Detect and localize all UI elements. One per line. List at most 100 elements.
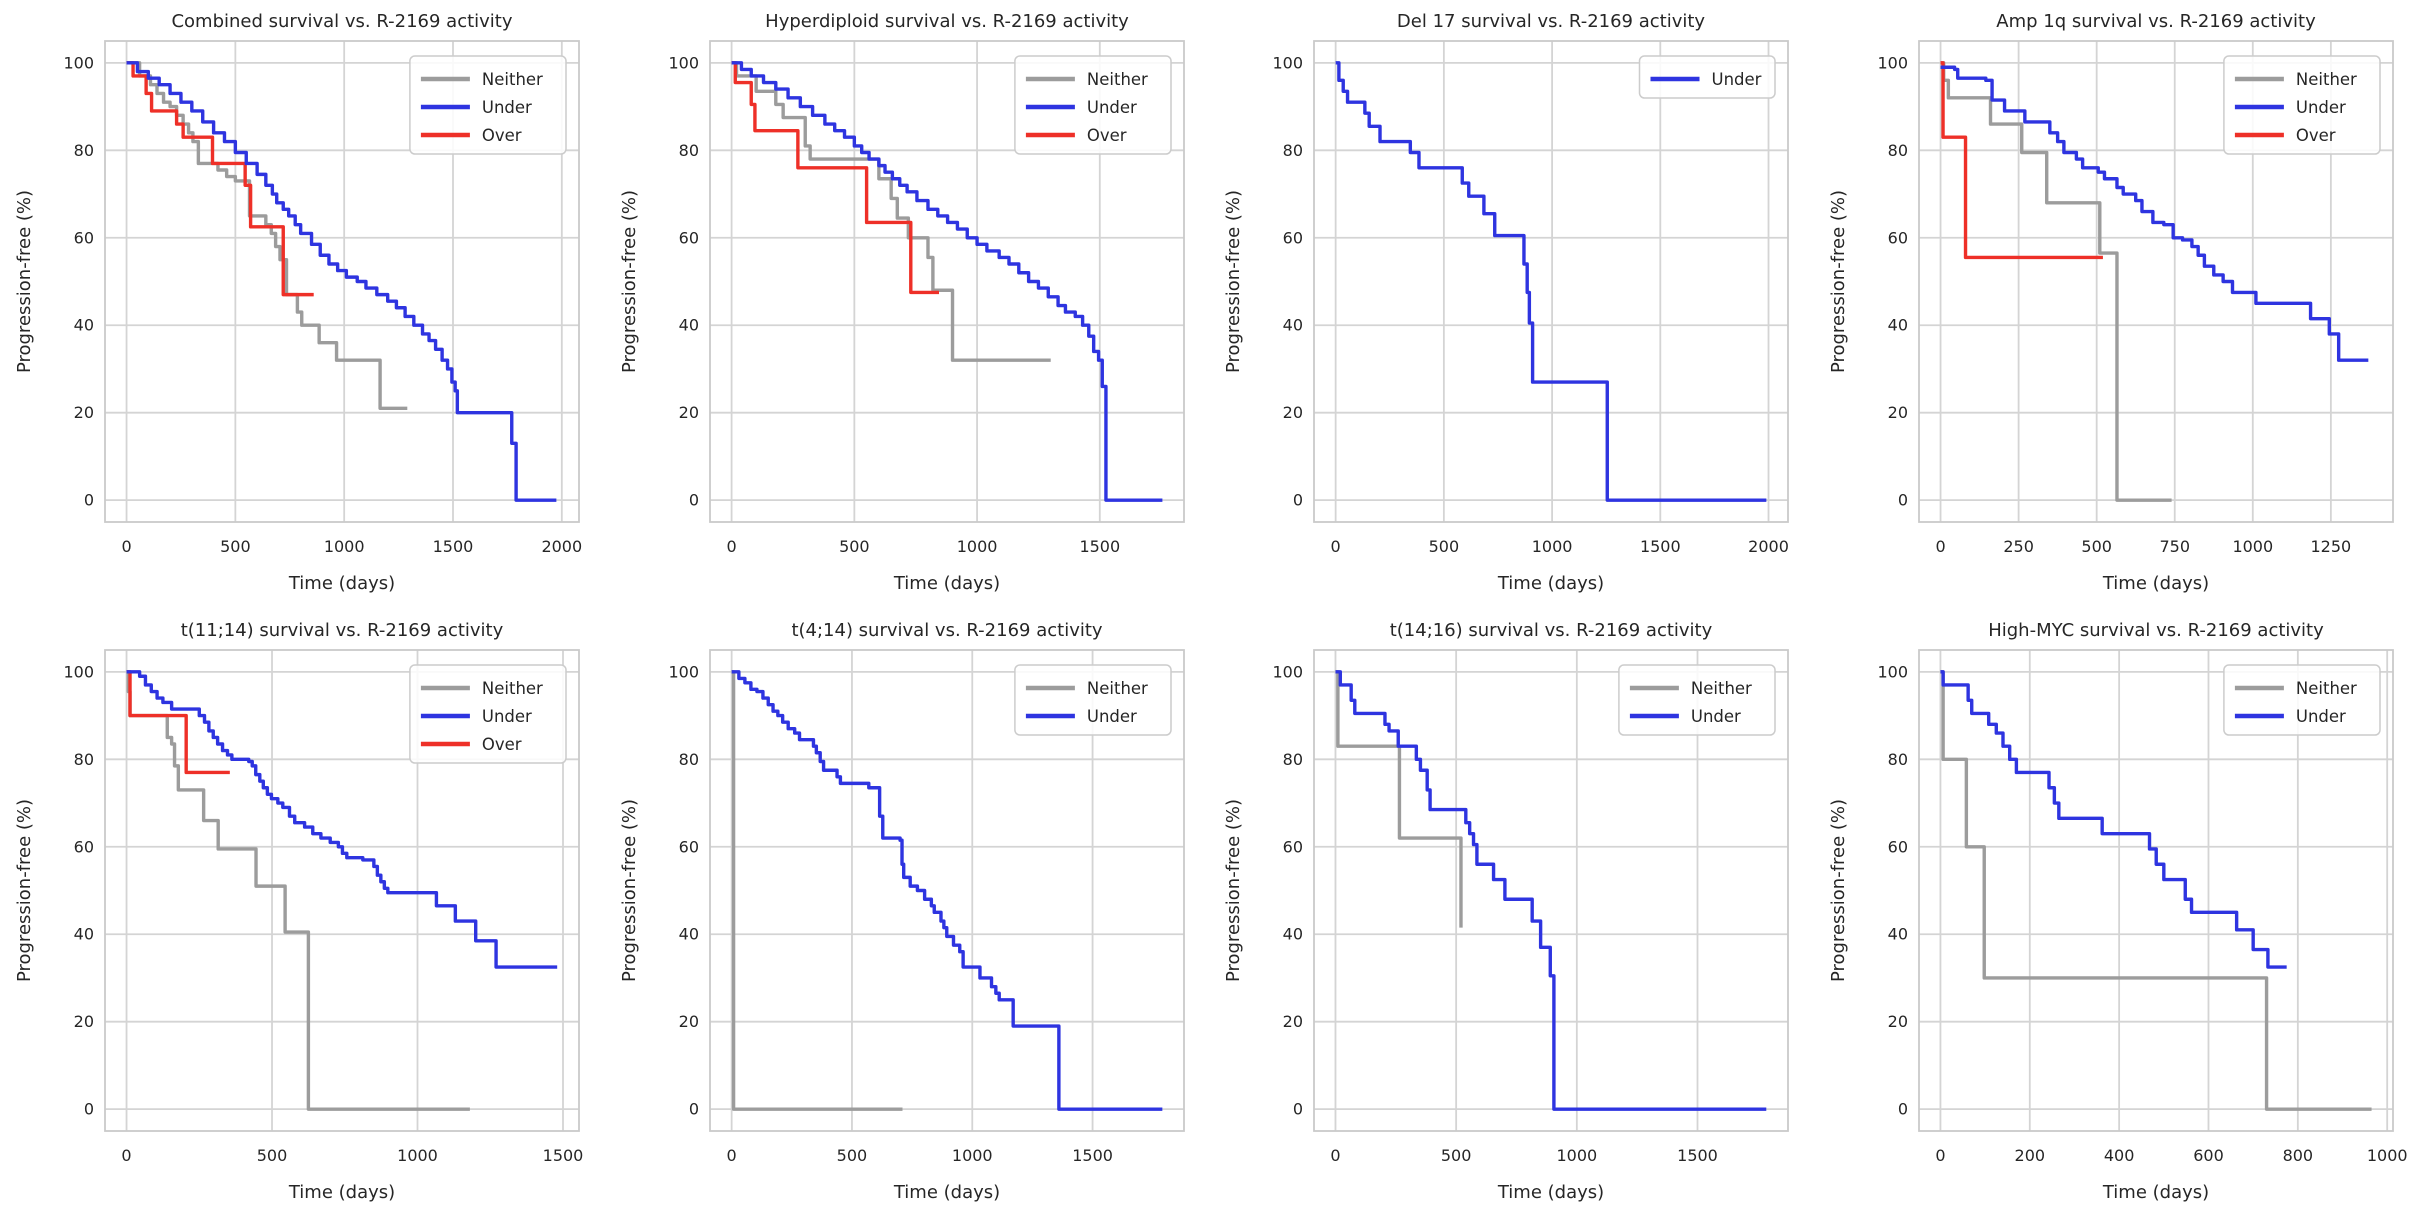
- y-tick-label: 20: [678, 1012, 698, 1031]
- y-tick-label: 80: [1283, 141, 1303, 160]
- x-tick-label: 500: [1441, 1146, 1472, 1165]
- chart-title: Hyperdiploid survival vs. R-2169 activit…: [765, 11, 1129, 32]
- subplot-amp1q: Amp 1q survival vs. R-2169 activity 0 250 5…: [1814, 0, 2418, 609]
- y-tick-label: 40: [74, 925, 94, 944]
- km-chart-high-myc: High-MYC survival vs. R-2169 activity 0 20…: [1828, 620, 2408, 1203]
- y-tick-label: 80: [74, 141, 94, 160]
- y-axis-label: Progression-free (%): [14, 190, 35, 373]
- km-curve-neither: [731, 61, 1051, 362]
- km-curve-over: [126, 61, 314, 297]
- subplot-combined: Combined survival vs. R-2169 activity 0 50…: [0, 0, 605, 609]
- x-tick-label: 2000: [541, 537, 582, 556]
- km-curve-neither: [1940, 61, 2172, 502]
- legend-label-over: Over: [482, 126, 522, 145]
- x-axis-label: Time (days): [2101, 1182, 2208, 1203]
- legend-label-neither: Neither: [2295, 679, 2356, 698]
- km-curve-neither: [731, 670, 902, 1111]
- legend: Neither Under Over: [1013, 55, 1172, 155]
- y-tick-label: 60: [1283, 837, 1303, 856]
- x-tick-label: 0: [1935, 537, 1945, 556]
- y-axis-label: Progression-free (%): [1828, 799, 1849, 982]
- km-curve-neither: [1939, 670, 2372, 1111]
- y-tick-label: 40: [1283, 316, 1303, 335]
- km-curve-under: [1335, 61, 1767, 502]
- y-tick-label: 60: [74, 228, 94, 247]
- y-tick-label: 40: [1283, 925, 1303, 944]
- y-tick-label: 100: [1272, 662, 1303, 681]
- y-tick-label: 40: [1887, 316, 1907, 335]
- x-tick-label: 600: [2193, 1146, 2224, 1165]
- axes-frame: [1917, 40, 2394, 523]
- y-tick-label: 0: [1293, 491, 1303, 510]
- km-chart-amp1q: Amp 1q survival vs. R-2169 activity 0 250 5…: [1828, 11, 2394, 594]
- x-tick-label: 1500: [1640, 537, 1681, 556]
- x-tick-label: 0: [1330, 1146, 1340, 1165]
- x-tick-label: 1000: [951, 1146, 992, 1165]
- legend-label-under: Under: [482, 98, 532, 117]
- x-axis-label: Time (days): [1497, 573, 1604, 594]
- y-tick-label: 40: [74, 316, 94, 335]
- km-curve-under: [1940, 65, 2368, 362]
- y-tick-label: 0: [1293, 1100, 1303, 1119]
- subplot-t4-14: t(4;14) survival vs. R-2169 activity 0 500…: [605, 609, 1210, 1218]
- km-chart-del17: Del 17 survival vs. R-2169 activity 0 500 1…: [1223, 11, 1789, 594]
- axes-frame: [1313, 40, 1789, 523]
- chart-title: High-MYC survival vs. R-2169 activity: [1988, 620, 2324, 641]
- y-tick-label: 20: [1283, 1012, 1303, 1031]
- legend: Under: [1638, 55, 1776, 99]
- y-tick-label: 20: [1887, 1012, 1907, 1031]
- km-curve-over: [126, 670, 230, 775]
- legend-label-neither: Neither: [2295, 70, 2356, 89]
- legend-label-under: Under: [1712, 70, 1762, 89]
- y-tick-label: 100: [668, 662, 699, 681]
- legend: Neither Under: [1618, 664, 1776, 736]
- y-tick-label: 20: [1887, 403, 1907, 422]
- y-tick-label: 60: [678, 837, 698, 856]
- legend-label-over: Over: [482, 735, 522, 754]
- x-tick-label: 750: [2159, 537, 2190, 556]
- y-axis-label: Progression-free (%): [1828, 190, 1849, 373]
- legend: Neither Under Over: [2222, 55, 2381, 155]
- y-tick-label: 100: [1877, 53, 1908, 72]
- km-curve-under: [126, 61, 557, 502]
- x-tick-label: 1500: [1677, 1146, 1718, 1165]
- x-tick-label: 0: [121, 1146, 131, 1165]
- x-tick-label: 1000: [1556, 1146, 1597, 1165]
- chart-title: t(14;16) survival vs. R-2169 activity: [1390, 620, 1713, 641]
- chart-title: t(11;14) survival vs. R-2169 activity: [181, 620, 504, 641]
- axes-frame: [104, 649, 580, 1132]
- x-tick-label: 500: [836, 1146, 867, 1165]
- km-chart-t4-14: t(4;14) survival vs. R-2169 activity 0 500…: [619, 620, 1185, 1203]
- x-tick-label: 400: [2103, 1146, 2134, 1165]
- y-tick-label: 60: [1887, 228, 1907, 247]
- y-tick-label: 80: [1887, 141, 1907, 160]
- km-curve-over: [731, 61, 939, 295]
- km-curve-under: [1939, 670, 2287, 969]
- x-tick-label: 500: [257, 1146, 288, 1165]
- y-tick-label: 0: [84, 1100, 94, 1119]
- subplot-hyperdiploid: Hyperdiploid survival vs. R-2169 activit…: [605, 0, 1210, 609]
- y-tick-label: 20: [74, 1012, 94, 1031]
- x-tick-label: 0: [726, 1146, 736, 1165]
- subplot-del17: Del 17 survival vs. R-2169 activity 0 500 1…: [1209, 0, 1814, 609]
- y-tick-label: 0: [1897, 1100, 1907, 1119]
- y-axis-label: Progression-free (%): [1223, 190, 1244, 373]
- x-tick-label: 1000: [324, 537, 365, 556]
- x-axis-label: Time (days): [1497, 1182, 1604, 1203]
- x-tick-label: 0: [1935, 1146, 1945, 1165]
- km-chart-combined: Combined survival vs. R-2169 activity 0 50…: [14, 11, 582, 594]
- y-tick-label: 80: [678, 141, 698, 160]
- x-tick-label: 800: [2282, 1146, 2313, 1165]
- axes-frame: [1917, 649, 2394, 1132]
- x-tick-label: 500: [2081, 537, 2112, 556]
- x-tick-label: 250: [2003, 537, 2034, 556]
- legend-label-neither: Neither: [482, 70, 543, 89]
- grid-lines: [1918, 650, 2393, 1131]
- y-tick-label: 80: [1887, 750, 1907, 769]
- y-tick-label: 20: [74, 403, 94, 422]
- subplot-t11-14: t(11;14) survival vs. R-2169 activity 0 50…: [0, 609, 605, 1218]
- x-tick-label: 2000: [1748, 537, 1789, 556]
- legend: Neither Under: [2222, 664, 2381, 736]
- legend-label-under: Under: [1086, 707, 1136, 726]
- x-tick-label: 1000: [1532, 537, 1573, 556]
